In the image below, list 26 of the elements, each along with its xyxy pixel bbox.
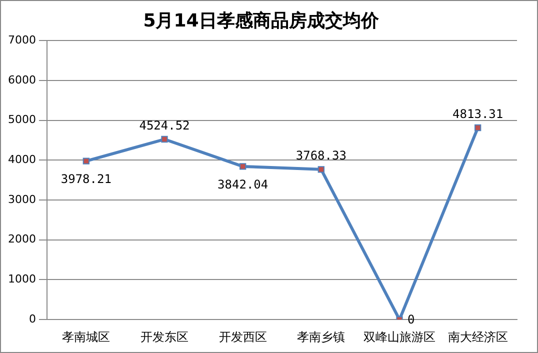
point bbox=[474, 124, 482, 132]
x-tick-label: 孝南城区 bbox=[62, 330, 110, 344]
x-tick-label: 南大经济区 bbox=[448, 330, 508, 344]
y-tick-label: 7000 bbox=[8, 33, 36, 46]
x-tick-label: 开发东区 bbox=[140, 330, 188, 344]
data-label: 3978.21 bbox=[60, 172, 112, 186]
y-tick-label: 1000 bbox=[8, 272, 36, 286]
chart-title: 5月14日孝感商品房成交均价 bbox=[143, 10, 380, 32]
y-tick-label: 0 bbox=[28, 312, 36, 326]
data-label: 4813.31 bbox=[452, 106, 504, 121]
y-tick-label: 3000 bbox=[8, 192, 36, 206]
x-tick-label: 孝南乡镇 bbox=[297, 330, 346, 344]
data-label: 4524.52 bbox=[139, 118, 190, 132]
data-label: 3842.04 bbox=[218, 177, 268, 192]
y-tick-label: 5000 bbox=[8, 113, 36, 126]
data-label: 0 bbox=[408, 312, 415, 327]
y-tick-label: 6000 bbox=[8, 73, 36, 86]
y-tick-label: 4000 bbox=[8, 153, 36, 166]
point bbox=[82, 158, 90, 164]
y-tick-label: 2000 bbox=[8, 232, 36, 246]
data-label: 3768.33 bbox=[296, 148, 346, 162]
x-tick-label: 双峰山旅游区 bbox=[364, 330, 436, 344]
point bbox=[318, 166, 324, 173]
point bbox=[161, 136, 168, 143]
x-tick-label: 开发西区 bbox=[218, 330, 267, 344]
point bbox=[240, 163, 246, 170]
